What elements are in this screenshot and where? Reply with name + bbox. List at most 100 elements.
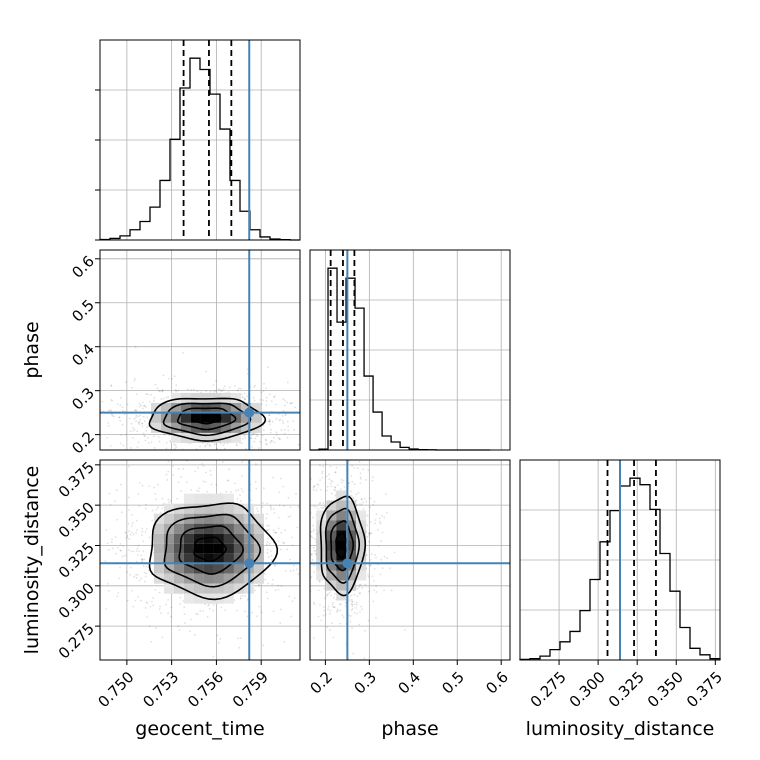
sample-point (139, 418, 142, 421)
ylabel-phase: phase (21, 321, 43, 378)
sample-point (135, 560, 138, 563)
sample-point (319, 604, 321, 606)
sample-point (162, 374, 165, 377)
sample-point (151, 509, 154, 512)
sample-point (291, 600, 294, 603)
sample-point (165, 447, 168, 450)
sample-point (151, 519, 154, 522)
sample-point (273, 563, 276, 566)
density-cell (210, 412, 221, 423)
sample-point (137, 595, 139, 598)
sample-point (377, 528, 380, 531)
sample-point (136, 430, 139, 433)
sample-point (312, 524, 314, 527)
sample-point (111, 413, 113, 416)
sample-point (175, 446, 177, 449)
sample-point (343, 486, 346, 488)
sample-point (217, 641, 220, 644)
sample-point (133, 428, 136, 431)
sample-point (209, 390, 212, 393)
panel-content-1 (100, 460, 300, 660)
sample-point (342, 479, 345, 482)
sample-point (215, 379, 217, 382)
sample-point (219, 637, 222, 640)
sample-point (337, 484, 339, 486)
density-cell (190, 412, 201, 423)
sample-point (273, 441, 276, 444)
density-cell (153, 553, 164, 564)
sample-point (145, 429, 147, 432)
sample-point (256, 507, 258, 510)
panel-content-2 (310, 460, 510, 660)
sample-point (227, 391, 230, 394)
sample-point (137, 415, 140, 418)
sample-point (268, 418, 271, 421)
sample-point (143, 571, 146, 574)
sample-point (235, 444, 238, 447)
sample-point (141, 558, 144, 561)
sample-point (107, 548, 110, 551)
sample-point (339, 609, 342, 612)
sample-point (141, 530, 144, 533)
density-cell (213, 543, 224, 554)
sample-point (128, 465, 130, 468)
density-cell (230, 392, 241, 403)
sample-point (256, 510, 259, 513)
sample-point (150, 441, 153, 444)
density-cell (180, 402, 191, 413)
sample-point (175, 390, 178, 393)
sample-point (177, 389, 180, 392)
sample-point (104, 560, 107, 563)
sample-point (145, 503, 147, 506)
sample-point (128, 538, 130, 540)
sample-point (267, 537, 269, 540)
sample-point (289, 570, 292, 572)
sample-point (361, 586, 364, 589)
sample-point (328, 478, 331, 481)
density-cell (326, 500, 337, 511)
sample-point (334, 471, 337, 474)
sample-point (220, 606, 223, 609)
sample-point (352, 498, 355, 500)
sample-point (221, 389, 224, 392)
sample-point (323, 505, 326, 508)
sample-point (267, 582, 269, 585)
sample-point (202, 480, 205, 483)
sample-point (141, 422, 144, 425)
sample-point (366, 554, 368, 556)
sample-point (190, 489, 192, 491)
contour-level-0 (193, 536, 227, 563)
sample-point (322, 502, 325, 504)
sample-point (295, 493, 297, 495)
density-cell (250, 412, 261, 423)
sample-point (312, 489, 315, 491)
sample-point (269, 441, 272, 444)
sample-point (283, 432, 286, 435)
sample-point (188, 442, 190, 445)
density-cell (213, 513, 224, 524)
sample-point (268, 393, 271, 396)
sample-point (270, 554, 273, 557)
sample-point (115, 552, 117, 555)
density-cell (223, 583, 234, 594)
sample-point (246, 368, 249, 371)
hist-frame-luminosity_distance (519, 459, 721, 661)
sample-point (378, 517, 381, 520)
density-cell (183, 543, 194, 554)
contour-level-3 (148, 502, 279, 601)
sample-point (146, 426, 149, 429)
sample-point (335, 610, 338, 613)
sample-point (129, 446, 132, 449)
sample-point (341, 614, 344, 617)
sample-point (135, 550, 138, 552)
sample-point (317, 615, 320, 618)
sample-point (266, 443, 268, 446)
density-cell (210, 432, 221, 443)
sample-point (155, 508, 158, 511)
sample-point (350, 494, 353, 497)
sample-point (154, 588, 157, 591)
sample-point (105, 608, 108, 610)
contour-level-1 (178, 525, 244, 575)
sample-point (294, 406, 296, 409)
sample-point (135, 573, 137, 576)
